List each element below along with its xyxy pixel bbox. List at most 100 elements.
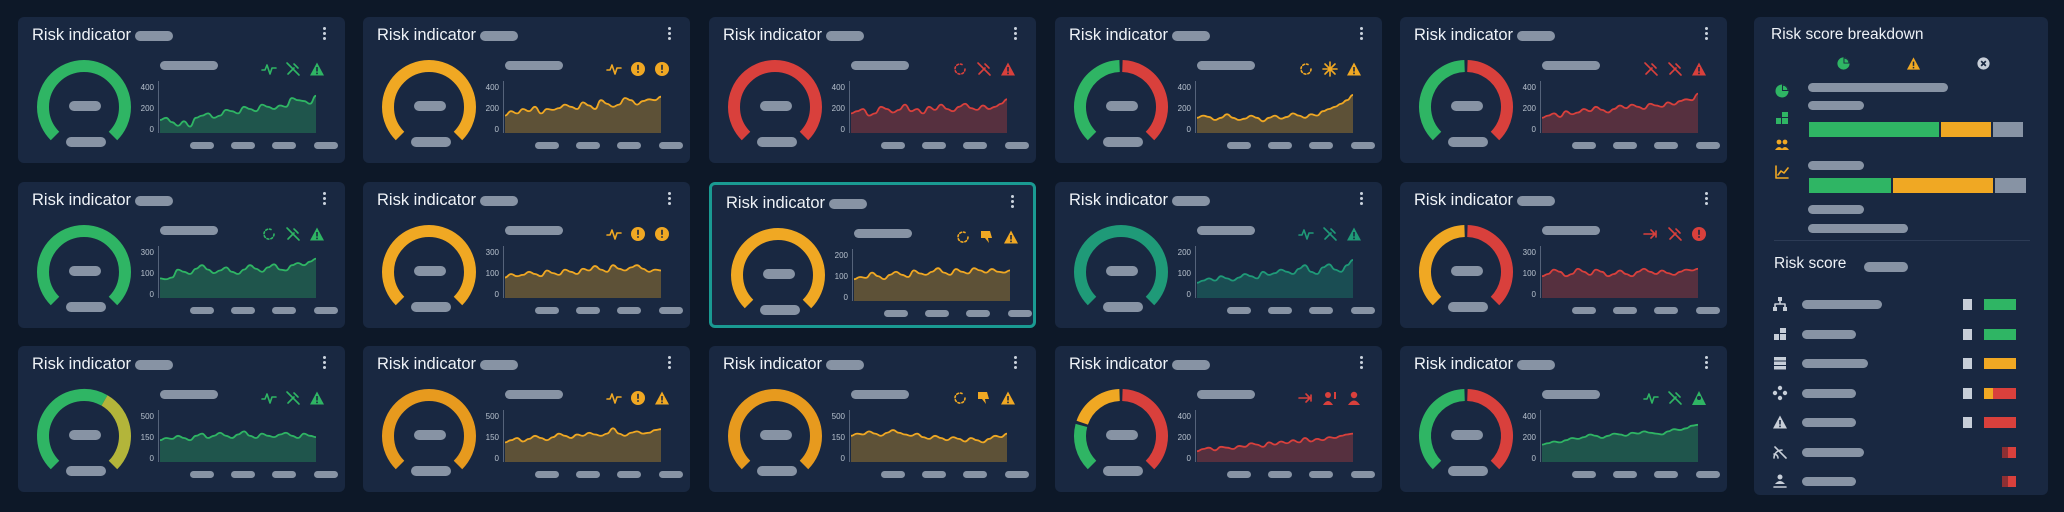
more-options-icon[interactable]	[1360, 356, 1364, 371]
risk-gauge	[34, 57, 134, 157]
legend-pill	[1005, 142, 1029, 149]
risk-score-row	[1772, 443, 2034, 463]
y-tick-label: 400	[831, 83, 845, 92]
legend-pill	[1227, 142, 1251, 149]
more-options-icon[interactable]	[1705, 356, 1709, 371]
more-options-icon[interactable]	[668, 356, 672, 371]
trend-chart	[1540, 246, 1699, 298]
risk-indicator-card[interactable]: Risk indicator 400 200 0	[363, 17, 690, 163]
title-pill	[480, 360, 518, 370]
chart-title-pill	[1197, 226, 1255, 235]
status-icons	[1298, 390, 1362, 406]
more-options-icon[interactable]	[1014, 356, 1018, 371]
more-options-icon[interactable]	[323, 27, 327, 42]
title-pill	[135, 196, 173, 206]
y-tick-label: 0	[494, 290, 499, 299]
chart-line	[850, 429, 1008, 444]
risk-score-row-pill	[1802, 300, 1882, 309]
header-icon-wrap[interactable]	[1976, 56, 1991, 71]
more-options-icon[interactable]	[668, 192, 672, 207]
more-options-icon[interactable]	[1705, 192, 1709, 207]
y-tick-label: 150	[485, 433, 499, 442]
server-icon	[1774, 357, 1786, 370]
arrow-icon	[1298, 393, 1312, 403]
legend-pill	[617, 307, 641, 314]
y-tick-label: 0	[840, 125, 845, 134]
gauge-label-pill	[757, 137, 797, 147]
chart-legend-pills	[190, 142, 340, 150]
status-icons	[261, 226, 325, 242]
header-icon-wrap[interactable]	[1906, 56, 1921, 71]
y-tick-label: 0	[1531, 290, 1536, 299]
legend-pill	[659, 307, 683, 314]
risk-indicator-card[interactable]: Risk indicator 300 100 0	[18, 182, 345, 328]
gauge-label-pill	[66, 466, 106, 476]
risk-score-bar	[1984, 299, 2016, 310]
title-pill	[480, 31, 518, 41]
breakdown-text-pill	[1808, 101, 1864, 110]
risk-indicator-card[interactable]: Risk indicator 400 200 0	[1400, 346, 1727, 492]
risk-indicator-card[interactable]: Risk indicator 400 200 0	[1055, 17, 1382, 163]
header-icon-wrap[interactable]	[1836, 56, 1851, 71]
risk-indicator-card[interactable]: Risk indicator 300 100 0	[1400, 182, 1727, 328]
risk-indicator-card[interactable]: Risk indicator 400 200 0	[1055, 346, 1382, 492]
risk-indicator-card[interactable]: Risk indicator 500 150 0	[18, 346, 345, 492]
risk-score-row-pill	[1802, 447, 1864, 457]
risk-gauge	[34, 222, 134, 322]
more-options-icon[interactable]	[1360, 27, 1364, 42]
warning-triangle-icon	[1347, 227, 1361, 241]
chart-title-pill	[505, 61, 563, 70]
wrench-off-icon	[286, 62, 300, 76]
chart-legend-pills	[535, 471, 685, 479]
y-tick-label: 200	[831, 104, 845, 113]
risk-indicator-card[interactable]: Risk indicator 500 150 0	[709, 346, 1036, 492]
gauge-segment	[1419, 225, 1466, 306]
more-options-icon[interactable]	[1014, 27, 1018, 42]
warning-triangle-icon	[1347, 62, 1361, 76]
chart-area	[1542, 424, 1698, 462]
risk-indicator-card[interactable]: Risk indicator 400 200 0	[1400, 17, 1727, 163]
more-options-icon[interactable]	[1360, 192, 1364, 207]
warning-triangle-icon	[310, 62, 324, 76]
chart-title-pill	[854, 229, 912, 238]
risk-indicator-card[interactable]: Risk indicator 500 150 0	[363, 346, 690, 492]
warning-triangle-icon	[310, 391, 324, 405]
risk-indicator-card[interactable]: Risk indicator 400 200 0	[709, 17, 1036, 163]
y-tick-label: 200	[140, 104, 154, 113]
network-icon	[1772, 385, 1788, 400]
wrench-off-icon	[286, 227, 300, 241]
legend-pill	[617, 142, 641, 149]
status-icons	[955, 229, 1019, 245]
legend-pill	[617, 471, 641, 478]
gauge-segment	[731, 228, 825, 309]
arrow-icon	[1643, 229, 1657, 239]
risk-score-check	[1963, 328, 1972, 340]
risk-indicator-card[interactable]: Risk indicator 300 100 0	[363, 182, 690, 328]
person-warning-icon	[1692, 391, 1706, 405]
gauge-value-pill	[1451, 430, 1483, 440]
chart-line	[159, 430, 317, 442]
legend-pill	[1572, 471, 1596, 478]
gauge-segment	[382, 389, 476, 470]
chart-line-icon	[1775, 165, 1789, 179]
pie-chart-icon	[1775, 84, 1789, 98]
more-options-icon[interactable]	[323, 192, 327, 207]
gauge-segment	[1076, 389, 1121, 425]
legend-pill	[190, 142, 214, 149]
refresh-icon	[1300, 63, 1312, 75]
trend-chart	[1540, 410, 1699, 462]
risk-indicator-card[interactable]: Risk indicator 200 100 0	[1055, 182, 1382, 328]
breakdown-bar-green	[1809, 122, 1940, 137]
risk-indicator-card[interactable]: Risk indicator 400 200 0	[18, 17, 345, 163]
risk-indicator-card[interactable]: Risk indicator 200 100 0	[709, 182, 1036, 328]
more-options-icon[interactable]	[1011, 195, 1015, 210]
more-options-icon[interactable]	[1705, 27, 1709, 42]
card-title: Risk indicator	[32, 191, 132, 209]
more-options-icon[interactable]	[323, 356, 327, 371]
gauge-value-pill	[69, 101, 101, 111]
blocks-icon	[1776, 112, 1788, 124]
chart-title-pill	[1542, 226, 1600, 235]
more-options-icon[interactable]	[668, 27, 672, 42]
status-icons	[606, 390, 670, 406]
legend-pill	[190, 471, 214, 478]
